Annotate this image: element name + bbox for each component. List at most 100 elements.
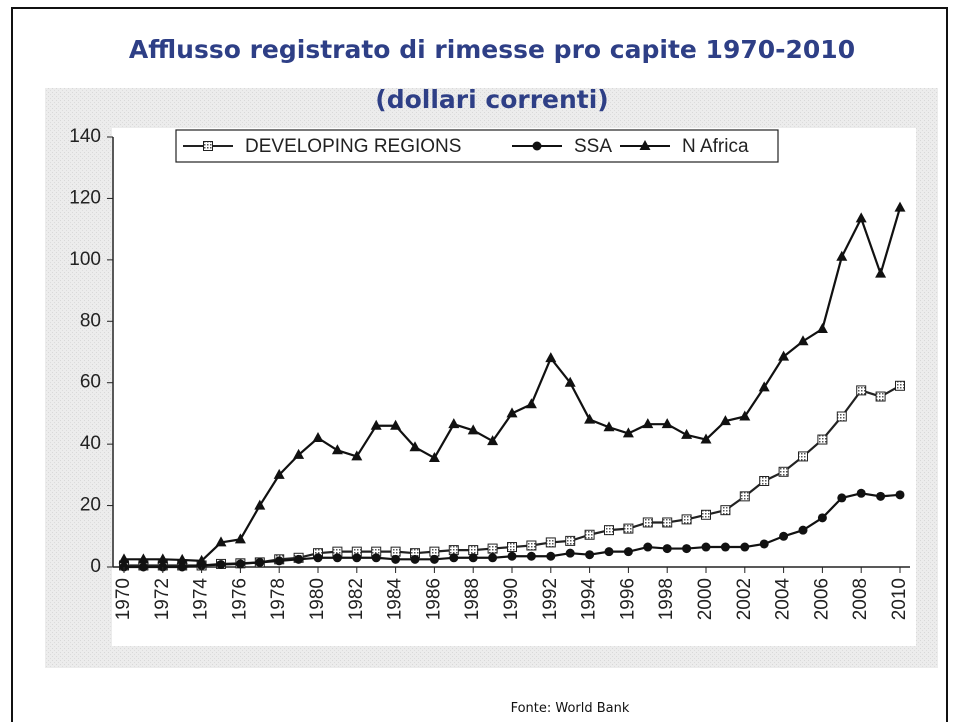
data-point xyxy=(797,335,809,346)
data-point xyxy=(332,553,342,563)
data-point xyxy=(428,451,440,462)
data-point xyxy=(876,491,886,501)
y-tick-label: 100 xyxy=(69,249,101,270)
data-point xyxy=(526,540,537,551)
data-point xyxy=(642,418,654,429)
data-point xyxy=(759,539,769,549)
legend-label: DEVELOPING REGIONS xyxy=(245,136,461,157)
data-point xyxy=(118,553,130,564)
x-tick-label: 1984 xyxy=(385,578,406,621)
data-point xyxy=(585,550,595,560)
data-point xyxy=(836,250,848,261)
data-point xyxy=(604,547,614,557)
data-point xyxy=(817,434,828,445)
data-point xyxy=(429,546,440,557)
data-point xyxy=(506,407,518,418)
data-point xyxy=(545,537,556,548)
data-point xyxy=(449,553,459,563)
data-point xyxy=(525,398,537,409)
data-point xyxy=(643,542,653,552)
data-point xyxy=(895,380,905,391)
data-point xyxy=(177,562,187,572)
data-point xyxy=(662,517,673,528)
data-point xyxy=(758,381,770,392)
data-point xyxy=(507,542,517,553)
data-point xyxy=(701,542,711,552)
data-point xyxy=(875,267,887,278)
data-point xyxy=(254,499,266,510)
y-tick-label: 80 xyxy=(80,310,101,331)
data-point xyxy=(371,553,381,563)
x-tick-label: 1970 xyxy=(113,578,134,620)
plot-area xyxy=(112,128,916,646)
data-point xyxy=(700,433,712,444)
data-point xyxy=(234,533,246,544)
data-point xyxy=(487,543,498,554)
data-point xyxy=(294,554,304,564)
data-point xyxy=(196,554,208,565)
legend-marker xyxy=(532,141,542,151)
data-point xyxy=(836,411,847,422)
data-point xyxy=(565,535,576,546)
data-point xyxy=(352,553,362,563)
x-tick-label: 1978 xyxy=(268,578,289,620)
source-note: Fonte: World Bank xyxy=(511,701,630,716)
data-point xyxy=(875,391,886,402)
x-tick-label: 2002 xyxy=(734,578,755,620)
y-tick-label: 0 xyxy=(90,556,101,577)
legend-label: N Africa xyxy=(682,136,749,157)
data-point xyxy=(759,476,770,486)
data-point xyxy=(448,418,460,429)
data-point xyxy=(623,523,634,534)
data-point xyxy=(798,451,808,462)
legend-marker xyxy=(639,140,651,150)
data-point xyxy=(351,450,363,461)
data-point xyxy=(293,448,305,459)
data-point xyxy=(720,505,731,516)
data-point xyxy=(622,427,634,438)
data-point xyxy=(856,385,867,396)
x-tick-label: 2008 xyxy=(850,578,871,620)
x-tick-label: 1988 xyxy=(462,578,483,620)
data-point xyxy=(235,559,245,569)
data-point xyxy=(409,441,421,452)
slide-border xyxy=(11,7,948,722)
data-point xyxy=(623,547,633,557)
data-point xyxy=(488,553,498,563)
data-point xyxy=(487,435,499,446)
x-tick-label: 1994 xyxy=(579,578,600,621)
data-point xyxy=(855,212,867,223)
legend-marker xyxy=(203,141,213,151)
x-tick-label: 1996 xyxy=(617,578,638,620)
x-tick-label: 1998 xyxy=(656,578,677,620)
data-point xyxy=(410,554,420,564)
data-point xyxy=(681,428,693,439)
data-point xyxy=(894,201,906,212)
data-point xyxy=(837,493,847,503)
data-point xyxy=(545,352,557,363)
x-tick-label: 1992 xyxy=(540,578,561,620)
data-point xyxy=(642,517,653,528)
y-tick-label: 40 xyxy=(80,433,101,454)
data-point xyxy=(739,491,750,502)
data-point xyxy=(661,418,673,429)
data-point xyxy=(312,432,324,442)
data-point xyxy=(603,421,615,432)
x-tick-label: 2006 xyxy=(811,578,832,620)
x-tick-label: 1974 xyxy=(191,578,212,621)
data-point xyxy=(255,557,265,567)
data-point xyxy=(778,466,789,477)
legend-box xyxy=(175,129,779,163)
data-point xyxy=(138,562,148,572)
data-point xyxy=(778,350,790,361)
y-tick-label: 140 xyxy=(69,126,101,147)
x-tick-label: 1976 xyxy=(229,578,250,620)
data-point xyxy=(662,544,672,554)
data-point xyxy=(565,548,575,558)
x-tick-label: 1986 xyxy=(423,578,444,620)
data-point xyxy=(604,525,614,536)
x-tick-label: 2010 xyxy=(889,578,910,620)
data-point xyxy=(546,551,556,561)
